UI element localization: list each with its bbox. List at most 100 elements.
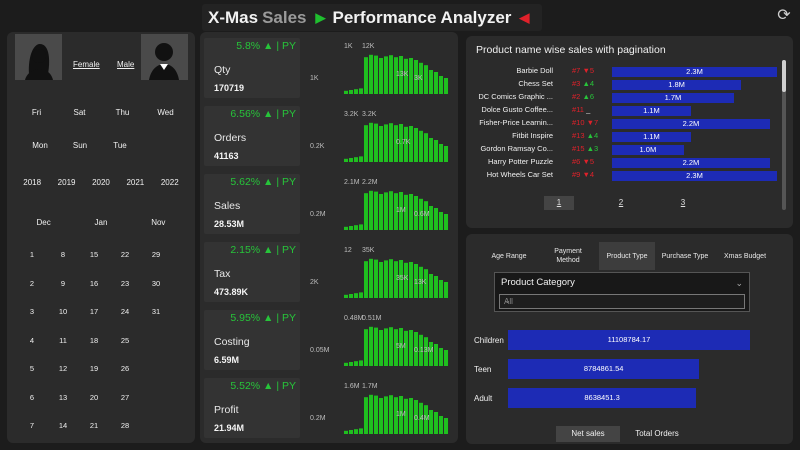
product-sales-bar[interactable]: 1.8M	[612, 80, 742, 90]
day-option[interactable]: 9	[60, 278, 66, 288]
product-sales-bar[interactable]: 2.2M	[612, 119, 770, 129]
day-option[interactable]: 15	[89, 250, 99, 259]
day-option[interactable]: 28	[120, 421, 130, 430]
product-scrollbar[interactable]	[782, 60, 786, 210]
day-option[interactable]: 17	[89, 307, 99, 316]
product-row[interactable]: Hot Wheels Car Set #9 ▼4 2.3M	[466, 170, 786, 181]
day-option[interactable]: 12	[58, 364, 68, 373]
product-name: Harry Potter Puzzle	[487, 157, 553, 166]
day-option[interactable]: 5	[29, 364, 35, 373]
product-sales-bar[interactable]: 1.1M	[612, 132, 691, 142]
product-row[interactable]: Barbie Doll #7 ▼5 2.3M	[466, 66, 786, 77]
refresh-icon[interactable]: ⟳	[777, 7, 791, 24]
product-sales-bar[interactable]: 2.2M	[612, 158, 770, 168]
product-row[interactable]: Chess Set #3 ▲4 1.8M	[466, 79, 786, 90]
kpi-bar	[409, 58, 413, 94]
weekday-option[interactable]: Fri	[31, 108, 42, 117]
rank-number: #6	[572, 157, 581, 166]
weekday-option[interactable]: Tue	[113, 141, 127, 150]
day-option[interactable]: 4	[29, 335, 35, 345]
day-option[interactable]: 10	[58, 307, 68, 316]
day-option[interactable]: 3	[29, 307, 35, 316]
day-option[interactable]: 30	[151, 278, 161, 288]
day-option[interactable]: 8	[60, 250, 66, 259]
day-option[interactable]: 16	[89, 278, 99, 288]
day-option[interactable]: 24	[120, 307, 130, 316]
chevron-down-icon[interactable]: ⌄	[735, 278, 743, 288]
day-option[interactable]: 29	[151, 250, 161, 259]
day-option[interactable]: 27	[120, 392, 130, 402]
product-row[interactable]: Gordon Ramsay Co... #15 ▲3 1.0M	[466, 144, 786, 155]
product-row[interactable]: Fitbit Inspire #13 ▲4 1.1M	[466, 131, 786, 142]
tab-age-range[interactable]: Age Range	[491, 252, 527, 260]
day-option[interactable]: 11	[59, 335, 67, 345]
page-button-3[interactable]: 3	[680, 198, 686, 207]
day-option[interactable]: 25	[120, 335, 130, 345]
kpi-data-label: 1K	[344, 43, 353, 50]
year-option[interactable]: 2018	[23, 178, 42, 187]
day-option[interactable]: 22	[120, 250, 130, 259]
scrollbar-thumb[interactable]	[782, 60, 786, 92]
segment-bar[interactable]: 8638451.3	[508, 388, 697, 408]
year-option[interactable]: 2020	[92, 178, 110, 187]
day-option[interactable]: 13	[58, 392, 68, 402]
product-row[interactable]: DC Comics Graphic ... #2 ▲6 1.7M	[466, 92, 786, 103]
product-row[interactable]: Harry Potter Puzzle #6 ▼5 2.2M	[466, 157, 786, 168]
day-option[interactable]: 6	[29, 392, 35, 402]
day-option[interactable]: 31	[151, 307, 161, 316]
day-option[interactable]: 20	[89, 392, 99, 402]
kpi-bar	[439, 416, 443, 434]
day-option[interactable]: 18	[89, 335, 99, 345]
day-option[interactable]: 23	[120, 278, 130, 288]
female-avatar-icon[interactable]	[15, 34, 62, 80]
product-sales-bar[interactable]: 2.3M	[612, 171, 777, 181]
product-sales-bar[interactable]: 1.7M	[612, 93, 734, 103]
day-option[interactable]: 21	[89, 421, 99, 430]
kpi-bar	[354, 225, 358, 230]
day-option[interactable]: 14	[58, 421, 68, 430]
weekday-option[interactable]: Mon	[32, 141, 48, 150]
kpi-bar	[364, 125, 368, 162]
year-option[interactable]: 2019	[57, 178, 76, 187]
tab-xmas-budget[interactable]: Xmas Budget	[723, 252, 767, 260]
gender-female-option[interactable]: Female	[73, 60, 100, 69]
product-row[interactable]: Dolce Gusto Coffee... #11 _ 1.1M	[466, 105, 786, 116]
page-button-2[interactable]: 2	[618, 198, 624, 207]
weekday-option[interactable]: Thu	[115, 108, 130, 117]
segment-bar[interactable]: 11108784.17	[508, 330, 750, 350]
kpi-bar	[389, 259, 393, 298]
segment-bar[interactable]: 8784861.54	[508, 359, 700, 379]
day-option[interactable]: 1	[29, 250, 35, 259]
product-category-dropdown[interactable]: All ⌄	[499, 294, 745, 309]
kpi-value: 41163	[214, 151, 239, 161]
male-avatar-icon[interactable]	[141, 34, 188, 80]
page-button-1[interactable]: 1	[544, 196, 574, 210]
tab-purchase-type[interactable]: Purchase Type	[661, 252, 709, 260]
day-option[interactable]: 2	[29, 278, 35, 288]
month-option[interactable]: Jan	[94, 218, 108, 227]
day-option[interactable]: 7	[29, 421, 35, 430]
month-option[interactable]: Nov	[151, 218, 166, 227]
year-option[interactable]: 2021	[126, 178, 145, 187]
net-sales-button[interactable]: Net sales	[556, 426, 620, 442]
kpi-bar	[349, 362, 353, 366]
total-orders-button[interactable]: Total Orders	[635, 429, 679, 438]
product-sales-bar[interactable]: 1.1M	[612, 106, 691, 116]
year-option[interactable]: 2022	[160, 178, 179, 187]
product-sales-bar[interactable]: 2.3M	[612, 67, 777, 77]
day-option[interactable]: 19	[89, 364, 99, 373]
kpi-bar	[409, 330, 413, 366]
weekday-option[interactable]: Wed	[157, 108, 174, 117]
kpi-bar	[419, 198, 423, 230]
product-name: Fitbit Inspire	[512, 131, 553, 140]
month-option[interactable]: Dec	[36, 218, 51, 227]
day-option[interactable]: 26	[120, 364, 130, 373]
weekday-option[interactable]: Sun	[72, 141, 88, 150]
tab-product-type[interactable]: Product Type	[599, 242, 655, 270]
weekday-option[interactable]: Sat	[73, 108, 86, 117]
product-row[interactable]: Fisher-Price Learnin... #10 ▼7 2.2M	[466, 118, 786, 129]
kpi-bar	[344, 362, 348, 366]
product-sales-bar[interactable]: 1.0M	[612, 145, 684, 155]
gender-male-option[interactable]: Male	[117, 60, 135, 69]
tab-payment-method[interactable]: Payment Method	[554, 248, 582, 264]
